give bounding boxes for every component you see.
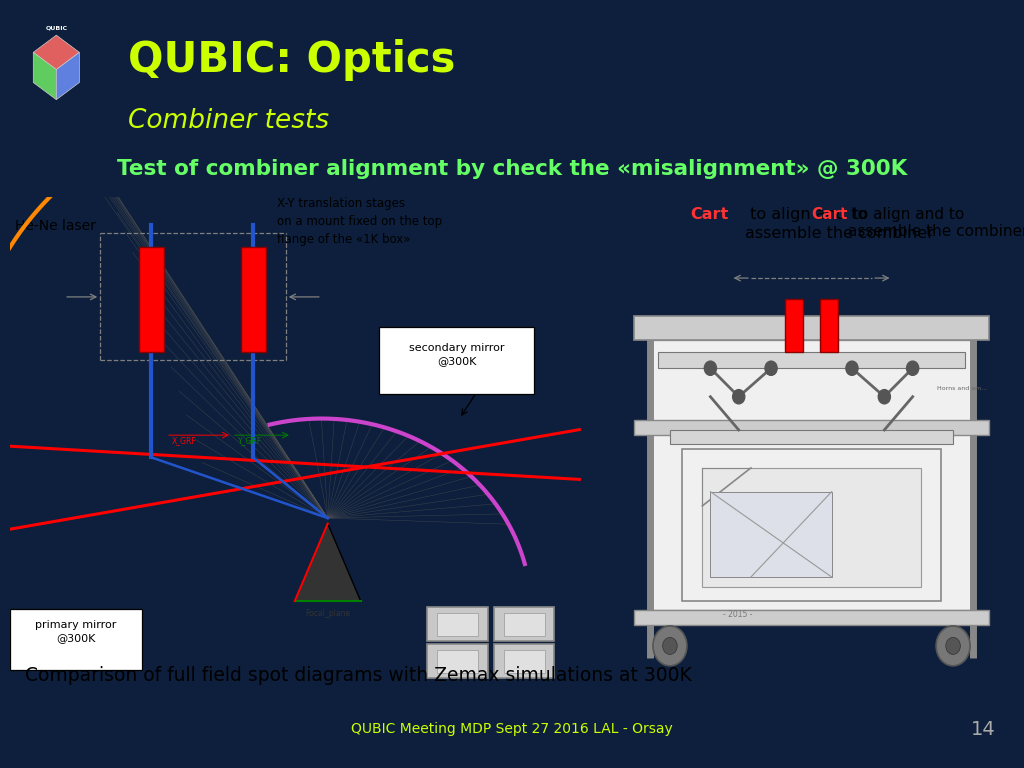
Bar [682, 449, 941, 601]
FancyBboxPatch shape [10, 609, 142, 670]
Bar [504, 613, 545, 636]
Text: Focal_plane: Focal_plane [305, 609, 350, 618]
Bar [657, 352, 966, 368]
Circle shape [936, 626, 970, 666]
Circle shape [653, 626, 687, 666]
Bar [711, 492, 831, 577]
Text: to align and to
assemble the combiner: to align and to assemble the combiner [744, 207, 934, 241]
Text: primary mirror
@300K: primary mirror @300K [36, 620, 117, 643]
Text: to align and to
assemble the combiner: to align and to assemble the combiner [848, 207, 1024, 240]
Text: He-Ne laser: He-Ne laser [15, 220, 96, 233]
Bar [819, 300, 838, 352]
Circle shape [906, 361, 919, 376]
Text: X_GRF: X_GRF [172, 436, 197, 445]
Bar [139, 247, 164, 353]
Bar [634, 316, 989, 339]
Bar [785, 300, 804, 352]
Text: Horns and am...: Horns and am... [937, 386, 987, 391]
Bar [634, 611, 989, 624]
Text: Test of combiner alignment by check the «misalignment» @ 300K: Test of combiner alignment by check the … [117, 159, 907, 179]
Bar [437, 613, 478, 636]
Text: Comparison of full field spot diagrams with Zemax simulations at 300K: Comparison of full field spot diagrams w… [26, 667, 692, 685]
Text: 14: 14 [971, 720, 995, 739]
Bar [670, 430, 953, 444]
Circle shape [663, 637, 677, 654]
Bar [649, 339, 973, 611]
Circle shape [705, 361, 717, 376]
FancyBboxPatch shape [379, 327, 535, 394]
Polygon shape [33, 52, 56, 100]
Circle shape [846, 361, 858, 376]
Circle shape [732, 389, 744, 404]
Circle shape [765, 361, 777, 376]
Bar [241, 247, 266, 353]
Text: - 2015 -: - 2015 - [723, 611, 752, 620]
Circle shape [879, 389, 891, 404]
Text: QUBIC Meeting MDP Sept 27 2016 LAL - Orsay: QUBIC Meeting MDP Sept 27 2016 LAL - Ors… [351, 722, 673, 737]
Bar [427, 607, 487, 641]
Bar [427, 644, 487, 678]
Text: QUBIC: Optics: QUBIC: Optics [128, 38, 456, 81]
Text: Cart: Cart [690, 207, 728, 222]
Bar [504, 650, 545, 673]
Polygon shape [33, 35, 80, 70]
Bar [437, 650, 478, 673]
Polygon shape [56, 52, 80, 100]
Text: Combiner tests: Combiner tests [128, 108, 329, 134]
Text: X-Y translation stages
on a mount fixed on the top
flange of the «1K box»: X-Y translation stages on a mount fixed … [276, 197, 442, 247]
Bar [634, 420, 989, 435]
Circle shape [946, 637, 961, 654]
Bar [495, 644, 554, 678]
Text: QUBIC: QUBIC [45, 25, 68, 30]
Text: secondary mirror
@300K: secondary mirror @300K [409, 343, 504, 366]
Text: Y_GRF: Y_GRF [238, 436, 262, 445]
Polygon shape [295, 524, 360, 601]
Text: Cart: Cart [811, 207, 848, 222]
Bar [495, 607, 554, 641]
Bar [702, 468, 921, 587]
